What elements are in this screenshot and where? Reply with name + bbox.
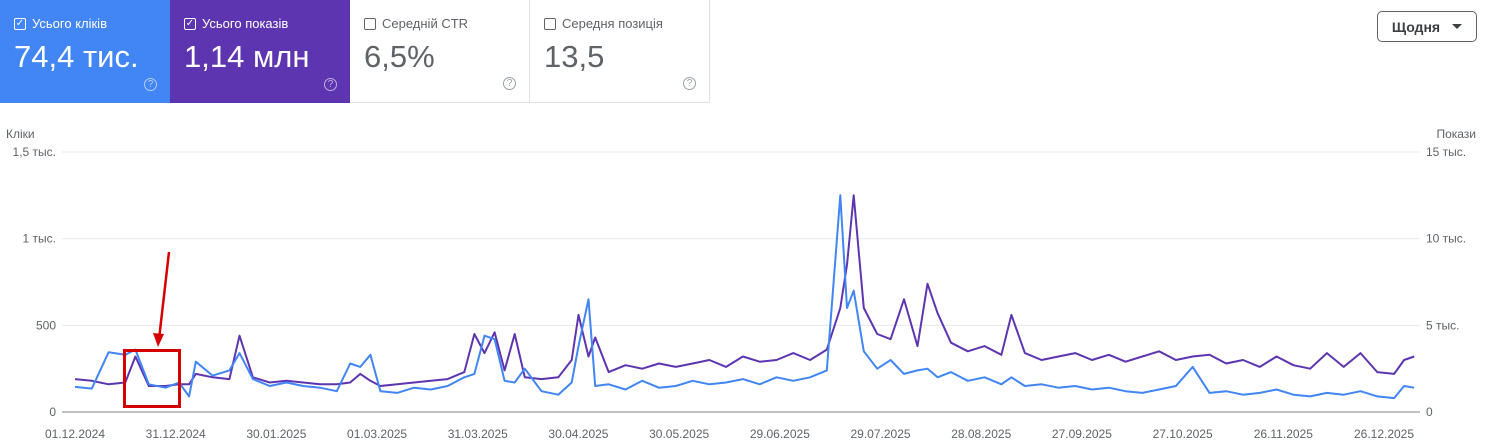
x-tick-label: 01.03.2025: [347, 427, 407, 441]
period-dropdown[interactable]: Щодня: [1377, 11, 1477, 42]
x-tick-label: 29.06.2025: [750, 427, 810, 441]
left-tick-label: 0: [49, 405, 56, 419]
card-average-ctr[interactable]: Середній CTR 6,5% ?: [350, 0, 530, 103]
card-label: Середній CTR: [382, 16, 469, 31]
right-tick-label: 15 тыс.: [1426, 145, 1466, 159]
checkbox-icon[interactable]: [364, 17, 376, 30]
x-tick-label: 31.12.2024: [146, 427, 206, 441]
card-value: 1,14 млн: [184, 39, 310, 74]
right-tick-label: 5 тыс.: [1426, 318, 1459, 332]
x-tick-label: 30.04.2025: [548, 427, 608, 441]
help-icon[interactable]: ?: [683, 77, 696, 90]
right-tick-label: 10 тыс.: [1426, 232, 1466, 246]
card-value: 6,5%: [364, 39, 435, 74]
x-tick-label: 30.05.2025: [649, 427, 709, 441]
left-tick-label: 500: [36, 318, 56, 332]
help-icon[interactable]: ?: [144, 78, 157, 91]
card-average-position[interactable]: Середня позиція 13,5 ?: [530, 0, 710, 103]
card-label: Середня позиція: [562, 16, 663, 31]
checkbox-icon[interactable]: [544, 17, 556, 30]
x-tick-label: 30.01.2025: [246, 427, 306, 441]
clicks-line: [74, 194, 1415, 400]
card-label: Усього кліків: [32, 16, 107, 31]
card-value: 74,4 тис.: [14, 39, 139, 74]
help-icon[interactable]: ?: [324, 78, 337, 91]
left-tick-label: 1 тыс.: [23, 232, 56, 246]
card-total-clicks[interactable]: ✓ Усього кліків 74,4 тис. ?: [0, 0, 170, 103]
checkbox-icon[interactable]: ✓: [14, 17, 26, 30]
x-tick-label: 27.09.2025: [1052, 427, 1112, 441]
x-tick-label: 27.10.2025: [1153, 427, 1213, 441]
x-tick-label: 28.08.2025: [951, 427, 1011, 441]
annotation: [123, 251, 181, 408]
checkbox-icon[interactable]: ✓: [184, 17, 196, 30]
period-label: Щодня: [1391, 18, 1441, 35]
arrow-head-icon: [153, 333, 164, 347]
right-tick-label: 0: [1426, 405, 1433, 419]
card-label: Усього показів: [202, 16, 289, 31]
chevron-down-icon: [1452, 24, 1463, 29]
x-tick-label: 26.11.2025: [1254, 427, 1313, 441]
right-axis-label: Покази: [1436, 127, 1476, 141]
left-axis-label: Кліки: [6, 127, 35, 141]
card-total-impressions[interactable]: ✓ Усього показів 1,14 млн ?: [170, 0, 350, 103]
annotation-box: [123, 349, 181, 408]
left-tick-label: 1,5 тыс.: [13, 145, 56, 159]
x-tick-label: 29.07.2025: [851, 427, 911, 441]
annotation-arrow: [158, 251, 171, 336]
x-tick-label: 26.12.2025: [1354, 427, 1414, 441]
impressions-line: [74, 194, 1415, 387]
x-tick-label: 01.12.2024: [45, 427, 105, 441]
card-value: 13,5: [544, 39, 605, 74]
help-icon[interactable]: ?: [503, 77, 516, 90]
x-tick-label: 31.03.2025: [448, 427, 508, 441]
